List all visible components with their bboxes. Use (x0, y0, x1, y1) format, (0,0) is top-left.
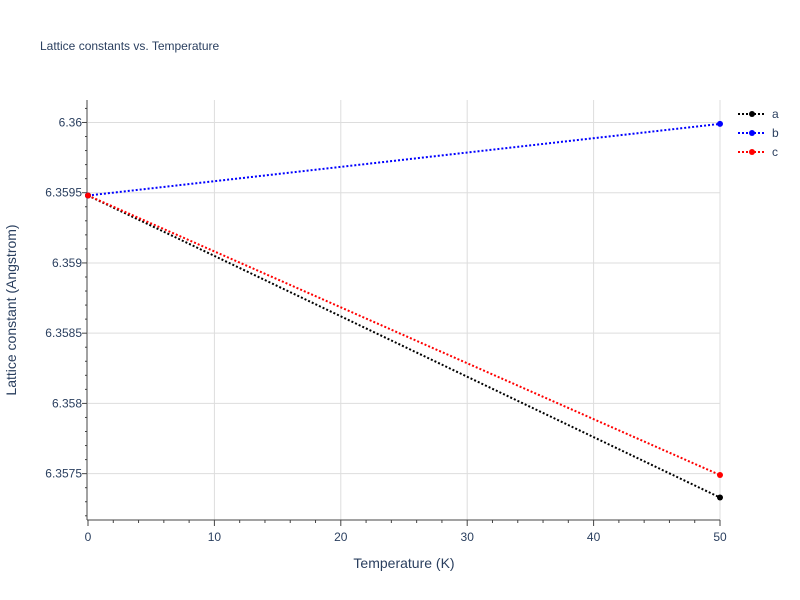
series-line-a (87, 194, 721, 499)
legend-label: b (772, 126, 779, 140)
legend-item-b[interactable]: b (738, 126, 779, 140)
legend-marker (749, 149, 755, 155)
x-tick-label: 10 (208, 530, 222, 544)
series-line-c (87, 194, 721, 476)
y-tick-label: 6.3585 (45, 326, 82, 340)
y-tick-label: 6.358 (52, 396, 82, 410)
legend-marker (749, 111, 755, 117)
x-axis-title: Temperature (K) (353, 555, 454, 571)
legend: abc (738, 107, 779, 159)
data-point-c (85, 192, 91, 199)
x-tick-label: 20 (334, 530, 348, 544)
x-tick-label: 50 (713, 530, 727, 544)
x-tick-label: 30 (461, 530, 475, 544)
axes: 0 10 20 30 40 50 6.3575 6.358 6.3585 6.359 6.3595 6… (45, 100, 727, 544)
chart-title: Lattice constants vs. Temperature (40, 39, 220, 53)
x-tick-label: 40 (587, 530, 601, 544)
legend-marker (749, 130, 755, 136)
legend-item-c[interactable]: c (738, 145, 778, 159)
data-point-b (717, 120, 723, 127)
y-tick-label: 6.3575 (45, 467, 82, 481)
series-line-b (87, 122, 721, 197)
grid (88, 100, 721, 520)
y-tick-label: 6.3595 (45, 186, 82, 200)
legend-item-a[interactable]: a (738, 107, 779, 121)
y-tick-label: 6.36 (59, 115, 83, 129)
data-point-a (717, 494, 723, 501)
legend-label: a (772, 107, 779, 121)
plot-area (85, 120, 723, 501)
y-axis-title: Lattice constant (Angstrom) (3, 224, 19, 395)
x-tick-label: 0 (85, 530, 92, 544)
legend-label: c (772, 145, 778, 159)
y-tick-label: 6.359 (52, 256, 82, 270)
data-point-c (717, 472, 723, 479)
